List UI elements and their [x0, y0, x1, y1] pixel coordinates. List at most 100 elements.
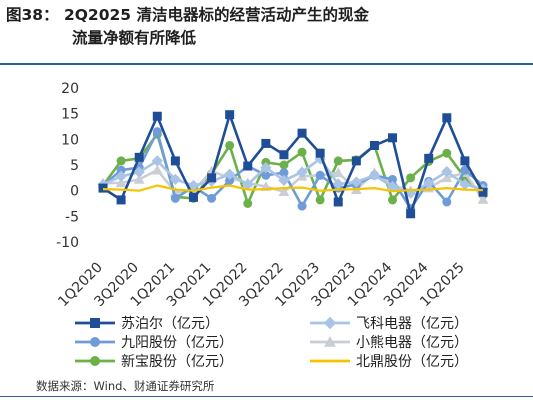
series-1-marker — [278, 174, 290, 187]
series-0-marker — [442, 113, 452, 123]
series-0-marker — [98, 183, 108, 193]
series-0-marker — [478, 187, 488, 197]
series-1-marker — [459, 178, 471, 191]
series-0-marker — [424, 153, 434, 163]
series-5-line — [102, 184, 484, 193]
series-3-marker — [278, 186, 290, 197]
series-2-line — [102, 130, 484, 210]
series-4-marker — [279, 160, 289, 170]
series-1-marker — [242, 178, 254, 191]
legend-item: 新宝股份（亿元） — [75, 354, 233, 370]
series-2-marker — [388, 174, 398, 184]
series-2-marker — [152, 127, 162, 137]
series-5 — [102, 184, 484, 193]
series-0-marker — [207, 173, 217, 183]
series-2-marker — [261, 170, 271, 180]
series-1-marker — [115, 170, 127, 182]
series-0-marker — [460, 156, 470, 166]
series-4-marker — [333, 156, 343, 166]
series-1-marker — [332, 178, 344, 190]
data-source: 数据来源：Wind、财通证券研究所 — [36, 379, 215, 393]
series-0-marker — [188, 192, 198, 202]
series-1-marker — [441, 166, 453, 178]
series-0-marker — [351, 156, 361, 166]
series-1-marker — [296, 166, 308, 178]
series-2-marker — [460, 165, 470, 175]
series-1-marker — [151, 155, 163, 167]
legend-label: 苏泊尔（亿元） — [121, 316, 219, 332]
legend-swatch-marker — [90, 337, 100, 347]
legend-item: 飞科电器（亿元） — [310, 316, 468, 332]
legend-swatch-marker — [90, 356, 100, 366]
bottom-divider — [0, 396, 533, 397]
series-0-marker — [134, 152, 144, 162]
series-0-marker — [315, 148, 325, 158]
series-1-marker — [350, 176, 362, 188]
legend-swatch-marker — [90, 318, 100, 328]
series-4-marker — [388, 195, 398, 205]
series-4-marker — [116, 156, 126, 166]
legend-label: 九阳股份（亿元） — [121, 335, 233, 351]
series-layer — [97, 110, 489, 219]
series-2-marker — [279, 168, 289, 178]
series-3-marker — [332, 167, 344, 178]
title-line-2: 流量净额有所降低 — [72, 29, 197, 47]
series-1-marker — [368, 169, 381, 181]
y-tick-label: 5 — [70, 158, 79, 174]
series-0-marker — [243, 161, 253, 171]
series-3-marker — [477, 193, 489, 204]
series-4-marker — [225, 140, 235, 150]
series-4-marker — [297, 147, 307, 157]
series-2-marker — [442, 197, 452, 207]
series-0 — [98, 110, 488, 219]
series-1-marker — [423, 177, 435, 189]
series-2-marker — [116, 165, 126, 175]
series-2-marker — [170, 193, 180, 203]
legend: 苏泊尔（亿元） 飞科电器（亿元） 九阳股份（亿元） 小熊电器（亿元） 新宝股份（亿元） 北… — [75, 316, 468, 370]
legend-swatch-marker — [323, 316, 337, 330]
series-1-marker — [386, 180, 399, 193]
series-1-marker — [224, 168, 236, 180]
y-tick-label: 10 — [61, 132, 79, 148]
y-tick-label: 0 — [70, 184, 79, 200]
series-2-marker — [315, 170, 325, 180]
title-line-1: 图38： 2Q2025 清洁电器标的经营活动产生的现金 — [6, 6, 369, 24]
series-0-marker — [388, 133, 398, 143]
y-tick-label: 15 — [61, 107, 79, 123]
series-4-marker — [406, 173, 416, 183]
legend-label: 北鼎股份（亿元） — [356, 354, 468, 370]
series-2-marker — [225, 175, 235, 185]
series-1-marker — [187, 179, 200, 192]
y-tick-label: -5 — [65, 209, 79, 225]
series-2-marker — [297, 201, 307, 211]
series-0-marker — [406, 209, 416, 219]
y-tick-label: 20 — [61, 81, 79, 97]
series-4-marker — [442, 148, 452, 158]
series-0-line — [102, 113, 485, 216]
series-1-marker — [169, 173, 182, 185]
legend-label: 飞科电器（亿元） — [356, 316, 468, 332]
series-3-marker — [169, 186, 181, 197]
series-0-marker — [369, 140, 379, 150]
legend-swatch-marker — [324, 336, 336, 347]
series-3-marker — [133, 173, 145, 184]
legend-item: 苏泊尔（亿元） — [75, 316, 219, 332]
series-0-marker — [225, 110, 235, 120]
legend-item: 小熊电器（亿元） — [310, 335, 468, 351]
legend-label: 新宝股份（亿元） — [121, 354, 233, 370]
legend-item: 九阳股份（亿元） — [75, 335, 233, 351]
line-chart: -10 -5 0 5 10 15 20 1Q20203Q20201Q20213Q20211Q… — [55, 81, 489, 370]
series-0-marker — [261, 138, 271, 148]
series-0-marker — [152, 111, 162, 121]
series-1-marker — [133, 166, 145, 178]
series-0-marker — [116, 195, 126, 205]
series-4-marker — [243, 199, 253, 208]
x-axis: 1Q20203Q20201Q20213Q20211Q20223Q20221Q20… — [55, 259, 468, 310]
series-0-marker — [297, 128, 307, 138]
y-tick-label: -10 — [56, 235, 79, 251]
y-axis: -10 -5 0 5 10 15 20 — [56, 81, 79, 251]
series-0-marker — [170, 156, 180, 166]
title-divider — [0, 63, 533, 65]
series-2-marker — [207, 193, 217, 203]
series-4-marker — [315, 195, 325, 205]
